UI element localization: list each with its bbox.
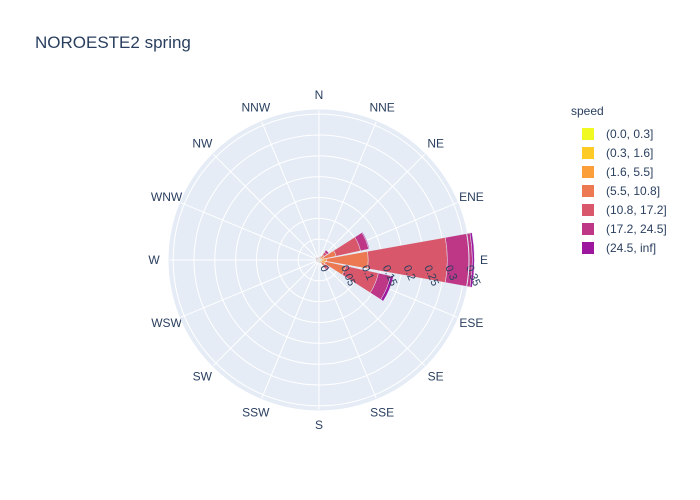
direction-label: W bbox=[148, 253, 160, 267]
direction-label: NE bbox=[427, 136, 444, 150]
radial-tick-label: 0 bbox=[317, 263, 330, 273]
direction-label: SE bbox=[428, 370, 444, 384]
legend: speed (0.0, 0.3] (0.3, 1.6] (1.6, 5.5] (5.5… bbox=[571, 104, 667, 257]
legend-title: speed bbox=[571, 104, 604, 118]
legend-swatch bbox=[582, 184, 594, 197]
legend-label: (24.5, inf] bbox=[606, 240, 657, 255]
direction-label: ESE bbox=[459, 316, 483, 330]
angular-gridline bbox=[212, 153, 320, 261]
bar-segment bbox=[315, 256, 318, 259]
legend-item[interactable]: (24.5, inf] bbox=[571, 238, 667, 257]
legend-swatch bbox=[582, 241, 594, 254]
legend-label: (17.2, 24.5] bbox=[606, 221, 667, 236]
direction-label: SSE bbox=[370, 405, 394, 419]
angular-gridline bbox=[318, 259, 426, 367]
legend-item[interactable]: (17.2, 24.5] bbox=[571, 219, 667, 238]
legend-swatch bbox=[582, 127, 594, 140]
bar-segment bbox=[324, 249, 330, 255]
legend-item[interactable]: (1.6, 5.5] bbox=[571, 162, 667, 181]
legend-swatch bbox=[582, 165, 594, 178]
bar-segment bbox=[325, 266, 330, 271]
bar-segment bbox=[361, 231, 370, 250]
angular-gridline bbox=[261, 259, 320, 399]
legend-item[interactable]: (0.0, 0.3] bbox=[571, 124, 667, 143]
angular-gridline bbox=[180, 202, 320, 261]
polar-outline bbox=[168, 109, 470, 411]
bar-segment bbox=[469, 232, 475, 288]
radial-tick-label: 0.2 bbox=[401, 263, 418, 282]
radial-tick-label: 0.3 bbox=[442, 263, 459, 282]
direction-label: NNW bbox=[242, 101, 271, 115]
angular-gridline bbox=[318, 153, 426, 261]
bar-segment bbox=[317, 257, 319, 259]
legend-item[interactable]: (0.3, 1.6] bbox=[571, 143, 667, 162]
chart-title: NOROESTE2 spring bbox=[35, 33, 191, 52]
angular-gridline bbox=[212, 259, 320, 367]
legend-item[interactable]: (5.5, 10.8] bbox=[571, 181, 667, 200]
direction-label: WSW bbox=[151, 316, 182, 330]
direction-label: SSW bbox=[242, 405, 270, 419]
legend-swatch bbox=[582, 203, 594, 216]
legend-label: (1.6, 5.5] bbox=[606, 164, 654, 179]
angular-gridline bbox=[318, 121, 377, 261]
direction-label: SW bbox=[193, 370, 213, 384]
bar-segment bbox=[315, 257, 317, 260]
radial-tick-label: 0.1 bbox=[359, 263, 376, 282]
legend-swatch bbox=[582, 222, 594, 235]
legend-label: (5.5, 10.8] bbox=[606, 183, 661, 198]
bar-segment bbox=[319, 261, 322, 264]
direction-label: NW bbox=[192, 136, 213, 150]
angular-gridline bbox=[318, 259, 377, 399]
direction-label: E bbox=[480, 253, 488, 267]
legend-swatch bbox=[582, 146, 594, 159]
legend-item[interactable]: (10.8, 17.2] bbox=[571, 200, 667, 219]
bar-segment bbox=[380, 275, 394, 302]
angular-gridline bbox=[180, 259, 320, 318]
direction-label: ENE bbox=[459, 190, 484, 204]
angular-gridline bbox=[261, 121, 320, 261]
direction-label: S bbox=[315, 418, 323, 432]
legend-label: (0.3, 1.6] bbox=[606, 145, 654, 160]
legend-label: (0.0, 0.3] bbox=[606, 126, 654, 141]
direction-label: WNW bbox=[151, 190, 183, 204]
direction-label: N bbox=[315, 88, 324, 102]
direction-label: NNE bbox=[369, 101, 394, 115]
legend-label: (10.8, 17.2] bbox=[606, 202, 667, 217]
